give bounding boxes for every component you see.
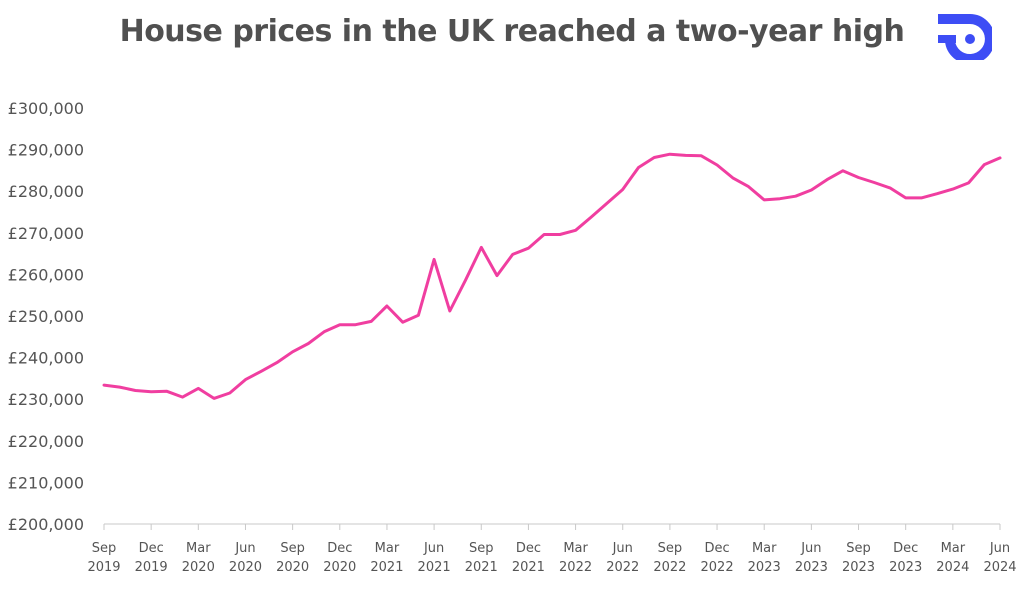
x-tick-year: 2023 (748, 560, 781, 575)
x-tick-year: 2021 (465, 560, 498, 575)
x-tick-year: 2019 (87, 560, 120, 575)
x-tick-year: 2019 (135, 560, 168, 575)
y-tick-label: £240,000 (8, 349, 84, 368)
x-tick-label: Mar 2020 (182, 541, 215, 575)
x-tick-label: Jun 2024 (983, 541, 1016, 575)
x-tick-label: Sep 2020 (276, 541, 309, 575)
x-tick-month: Mar (563, 541, 588, 556)
x-tick-label: Dec 2021 (512, 541, 545, 575)
x-tick-year: 2023 (795, 560, 828, 575)
y-tick-label: £230,000 (8, 390, 84, 409)
x-tick-year: 2022 (606, 560, 639, 575)
x-tick-month: Jun (423, 541, 444, 556)
x-tick-month: Mar (752, 541, 777, 556)
x-tick-month: Mar (186, 541, 211, 556)
x-tick-month: Sep (469, 541, 494, 556)
x-tick-year: 2020 (323, 560, 356, 575)
y-tick-label: £270,000 (8, 224, 84, 243)
x-tick-label: Jun 2021 (418, 541, 451, 575)
x-tick-month: Sep (280, 541, 305, 556)
x-tick-label: Mar 2023 (748, 541, 781, 575)
x-tick-label: Sep 2022 (653, 541, 686, 575)
x-tick-year: 2021 (512, 560, 545, 575)
x-tick-month: Dec (893, 541, 918, 556)
y-tick-label: £250,000 (8, 307, 84, 326)
y-axis: £200,000 £210,000 £220,000 £230,000 £240,000… (8, 99, 84, 534)
y-tick-label: £200,000 (8, 515, 84, 534)
x-tick-month: Sep (92, 541, 117, 556)
y-tick-label: £300,000 (8, 99, 84, 118)
chart-title: House prices in the UK reached a two-yea… (119, 14, 905, 49)
x-tick-month: Jun (800, 541, 821, 556)
brand-logo-icon (938, 14, 992, 60)
x-tick-year: 2022 (701, 560, 734, 575)
x-tick-label: Jun 2020 (229, 541, 262, 575)
x-tick-month: Mar (941, 541, 966, 556)
x-tick-label: Sep 2021 (465, 541, 498, 575)
y-tick-label: £220,000 (8, 432, 84, 451)
x-tick-label: Mar 2024 (936, 541, 969, 575)
x-tick-month: Dec (704, 541, 729, 556)
x-tick-year: 2022 (559, 560, 592, 575)
x-tick-year: 2023 (889, 560, 922, 575)
y-tick-label: £260,000 (8, 265, 84, 284)
x-tick-label: Mar 2022 (559, 541, 592, 575)
x-tick-month: Sep (658, 541, 683, 556)
x-tick-label: Mar 2021 (370, 541, 403, 575)
x-tick-year: 2021 (370, 560, 403, 575)
x-tick-month: Jun (234, 541, 255, 556)
x-tick-label: Sep 2023 (842, 541, 875, 575)
x-tick-month: Mar (375, 541, 400, 556)
x-tick-year: 2021 (418, 560, 451, 575)
x-tick-month: Jun (989, 541, 1010, 556)
y-tick-label: £280,000 (8, 182, 84, 201)
x-tick-label: Dec 2022 (701, 541, 734, 575)
x-tick-label: Dec 2023 (889, 541, 922, 575)
x-tick-label: Dec 2019 (135, 541, 168, 575)
x-tick-label: Dec 2020 (323, 541, 356, 575)
x-tick-month: Sep (846, 541, 871, 556)
x-tick-month: Jun (612, 541, 633, 556)
x-axis: Sep 2019 Dec 2019 Mar 2020 Jun 2020 Sep 2020 Dec 20… (87, 523, 1017, 575)
x-tick-label: Jun 2023 (795, 541, 828, 575)
y-tick-label: £290,000 (8, 141, 84, 160)
x-tick-year: 2020 (182, 560, 215, 575)
x-tick-year: 2023 (842, 560, 875, 575)
x-tick-label: Sep 2019 (87, 541, 120, 575)
x-tick-year: 2020 (276, 560, 309, 575)
x-tick-year: 2020 (229, 560, 262, 575)
x-tick-year: 2024 (983, 560, 1016, 575)
x-tick-month: Dec (516, 541, 541, 556)
y-tick-label: £210,000 (8, 473, 84, 492)
x-tick-year: 2024 (936, 560, 969, 575)
x-tick-label: Jun 2022 (606, 541, 639, 575)
plot-area (102, 152, 1002, 400)
x-tick-month: Dec (327, 541, 352, 556)
x-tick-year: 2022 (653, 560, 686, 575)
series-line (102, 152, 1002, 400)
x-tick-month: Dec (139, 541, 164, 556)
